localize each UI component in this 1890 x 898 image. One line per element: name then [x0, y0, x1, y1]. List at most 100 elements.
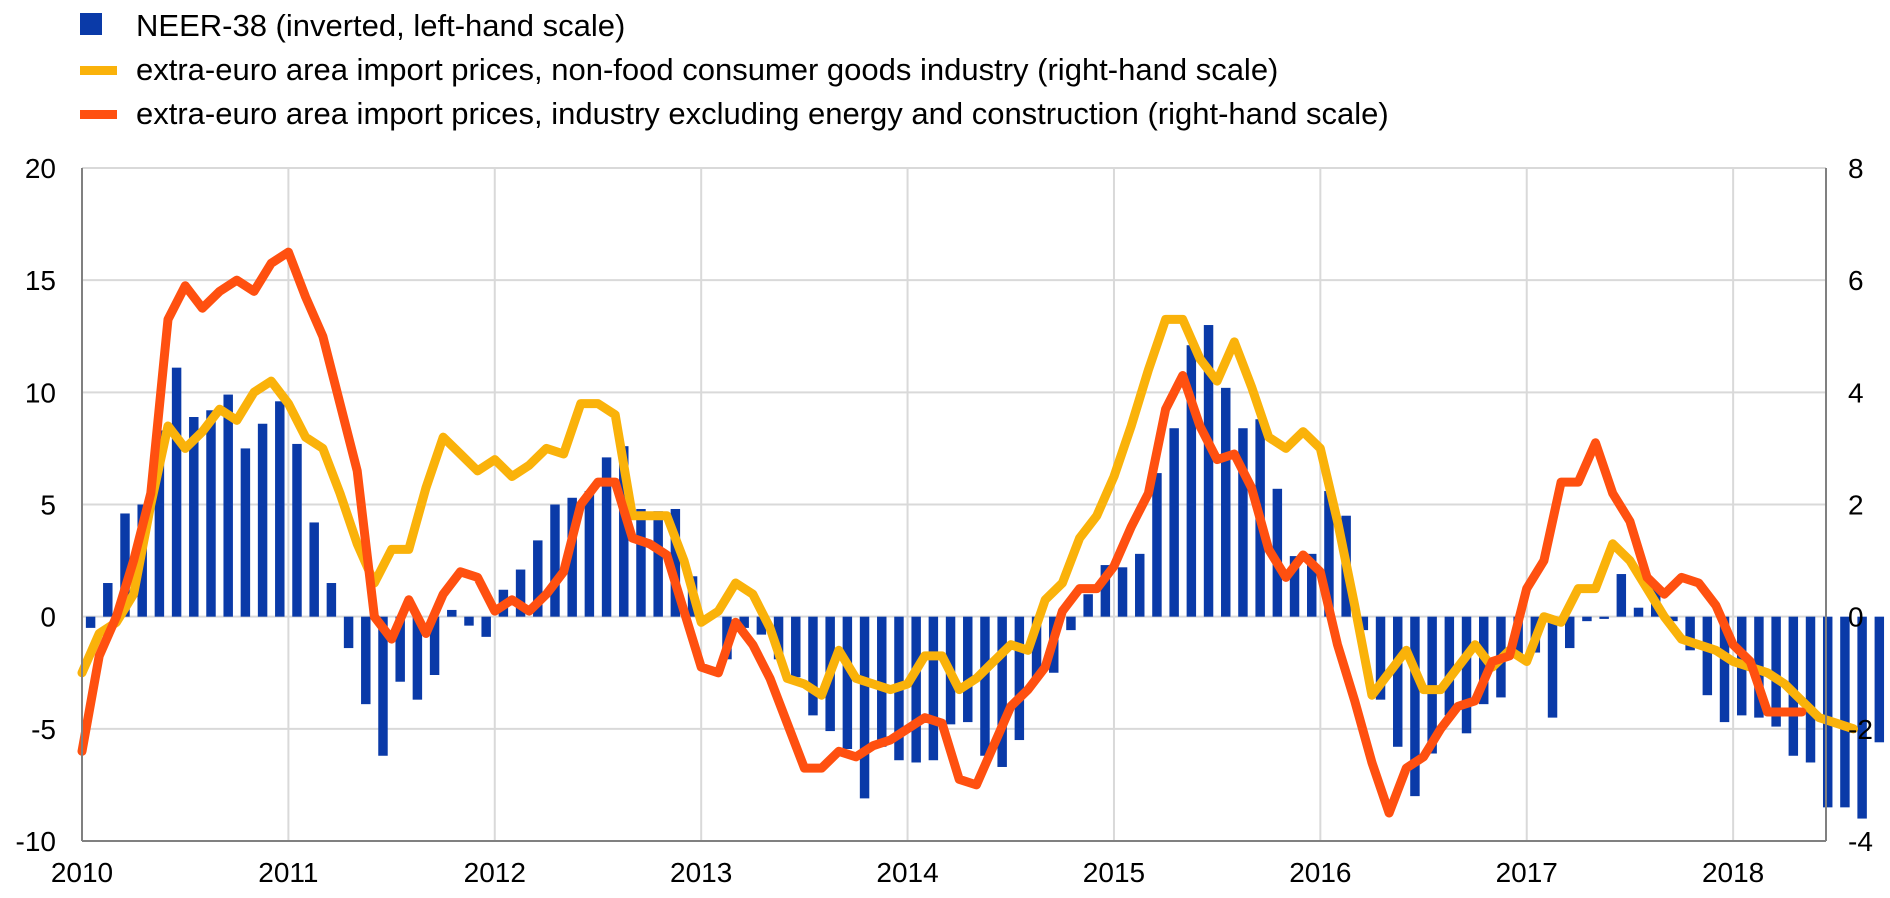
bar-neer[interactable] [739, 616, 749, 628]
bar-neer[interactable] [412, 616, 423, 700]
bar-neer[interactable] [189, 417, 199, 617]
bar-neer[interactable] [1719, 616, 1730, 723]
y-right-tick-label: 6 [1848, 265, 1864, 296]
bar-neer[interactable] [240, 448, 251, 617]
y-left-tick-label: 5 [40, 490, 56, 521]
bar-neer[interactable] [567, 497, 577, 617]
bar-neer[interactable] [756, 616, 767, 635]
legend-label-industry: extra-euro area import prices, industry … [136, 96, 1389, 131]
bar-neer[interactable] [171, 367, 182, 617]
bar-neer[interactable] [980, 616, 990, 756]
bar-neer[interactable] [808, 616, 818, 716]
bar-neer[interactable] [378, 616, 388, 756]
bar-neer[interactable] [275, 401, 285, 617]
bar-neer[interactable] [1083, 594, 1093, 617]
bar-neer[interactable] [1685, 616, 1695, 651]
bar-neer[interactable] [206, 410, 216, 617]
bar-neer[interactable] [670, 508, 681, 617]
y-right-tick-label: -2 [1848, 714, 1873, 745]
bar-neer[interactable] [1393, 616, 1403, 747]
bar-neer[interactable] [1031, 616, 1042, 680]
bar-neer[interactable] [1427, 616, 1437, 754]
bar-neer[interactable] [1152, 473, 1162, 617]
bar-neer[interactable] [877, 616, 887, 747]
bar-neer[interactable] [773, 616, 784, 660]
bar-neer[interactable] [928, 616, 939, 761]
bar-neer[interactable] [1771, 616, 1781, 727]
bar-neer[interactable] [911, 616, 921, 763]
bar-neer[interactable] [791, 616, 801, 678]
bar-neer[interactable] [997, 616, 1007, 767]
bar-neer[interactable] [1582, 616, 1592, 622]
bar-neer[interactable] [619, 446, 629, 617]
y-right-tick-label: -4 [1848, 826, 1873, 857]
bar-neer[interactable] [1307, 553, 1317, 617]
bar-neer[interactable] [447, 609, 457, 617]
bar-neer[interactable] [309, 522, 319, 617]
bar-neer[interactable] [1238, 428, 1248, 617]
bar-neer[interactable] [1633, 607, 1644, 617]
x-tick-label: 2011 [258, 857, 318, 888]
bar-neer[interactable] [481, 616, 491, 637]
bar-neer[interactable] [103, 583, 113, 617]
bar-neer[interactable] [653, 511, 663, 617]
bar-neer[interactable] [1461, 616, 1472, 734]
bar-neer[interactable] [1565, 616, 1575, 649]
bar-neer[interactable] [842, 616, 853, 750]
bar-neer[interactable] [1014, 616, 1025, 741]
bar-neer[interactable] [1324, 491, 1334, 617]
bar-neer[interactable] [1668, 616, 1678, 622]
bar-neer[interactable] [601, 457, 612, 617]
bar-neer[interactable] [1840, 616, 1850, 808]
bar-neer[interactable] [429, 616, 440, 675]
bar-neer[interactable] [1169, 428, 1179, 617]
bar-neer[interactable] [1203, 325, 1214, 617]
bar-neer[interactable] [326, 583, 337, 617]
bar-neer[interactable] [1857, 616, 1867, 819]
bar-neer[interactable] [963, 616, 973, 723]
bar-neer[interactable] [515, 569, 526, 617]
bar-neer[interactable] [361, 616, 371, 705]
line-industry[interactable] [77, 247, 1807, 818]
bar-neer[interactable] [1221, 387, 1231, 617]
line-nonfood[interactable] [77, 314, 1858, 734]
y-left-tick-label: 20 [25, 153, 56, 184]
bar-neer[interactable] [154, 430, 165, 617]
bar-neer[interactable] [1599, 616, 1609, 619]
bar-neer[interactable] [1100, 565, 1111, 617]
bar-neer[interactable] [1444, 616, 1455, 716]
bar-neer[interactable] [257, 423, 268, 617]
bar-neer[interactable] [223, 394, 233, 617]
bar-neer[interactable] [859, 616, 870, 799]
bar-neer[interactable] [1822, 616, 1833, 808]
bar-neer[interactable] [464, 616, 474, 626]
bar-neer[interactable] [533, 540, 543, 617]
bar-neer[interactable] [550, 504, 560, 617]
bar-neer[interactable] [1117, 567, 1128, 617]
x-tick-label: 2013 [670, 857, 732, 888]
bar-neer[interactable] [584, 491, 595, 617]
bar-neer[interactable] [1358, 616, 1369, 631]
bar-neer[interactable] [343, 616, 354, 649]
bar-neer[interactable] [1375, 616, 1386, 700]
bar-neer[interactable] [636, 508, 646, 617]
y-left-tick-label: 15 [25, 265, 56, 296]
bar-neer[interactable] [1289, 556, 1300, 617]
bar-neer[interactable] [1805, 616, 1816, 763]
legend-label-neer: NEER-38 (inverted, left-hand scale) [136, 8, 626, 43]
bar-neer[interactable] [1186, 345, 1197, 617]
bar-neer[interactable] [1066, 616, 1076, 631]
bar-neer[interactable] [1135, 553, 1145, 617]
bar-neer[interactable] [1616, 574, 1627, 617]
bar-neer[interactable] [1702, 616, 1713, 696]
legend-swatch-nonfood [80, 66, 117, 75]
bar-neer[interactable] [85, 616, 96, 628]
bar-neer[interactable] [1272, 488, 1283, 617]
bar-neer[interactable] [1410, 616, 1420, 797]
bar-neer[interactable] [292, 443, 302, 617]
bar-neer[interactable] [1547, 616, 1558, 718]
bar-neer[interactable] [120, 513, 130, 617]
bar-neer[interactable] [395, 616, 405, 682]
y-left-tick-label: -10 [16, 826, 56, 857]
bar-neer[interactable] [1874, 616, 1885, 743]
